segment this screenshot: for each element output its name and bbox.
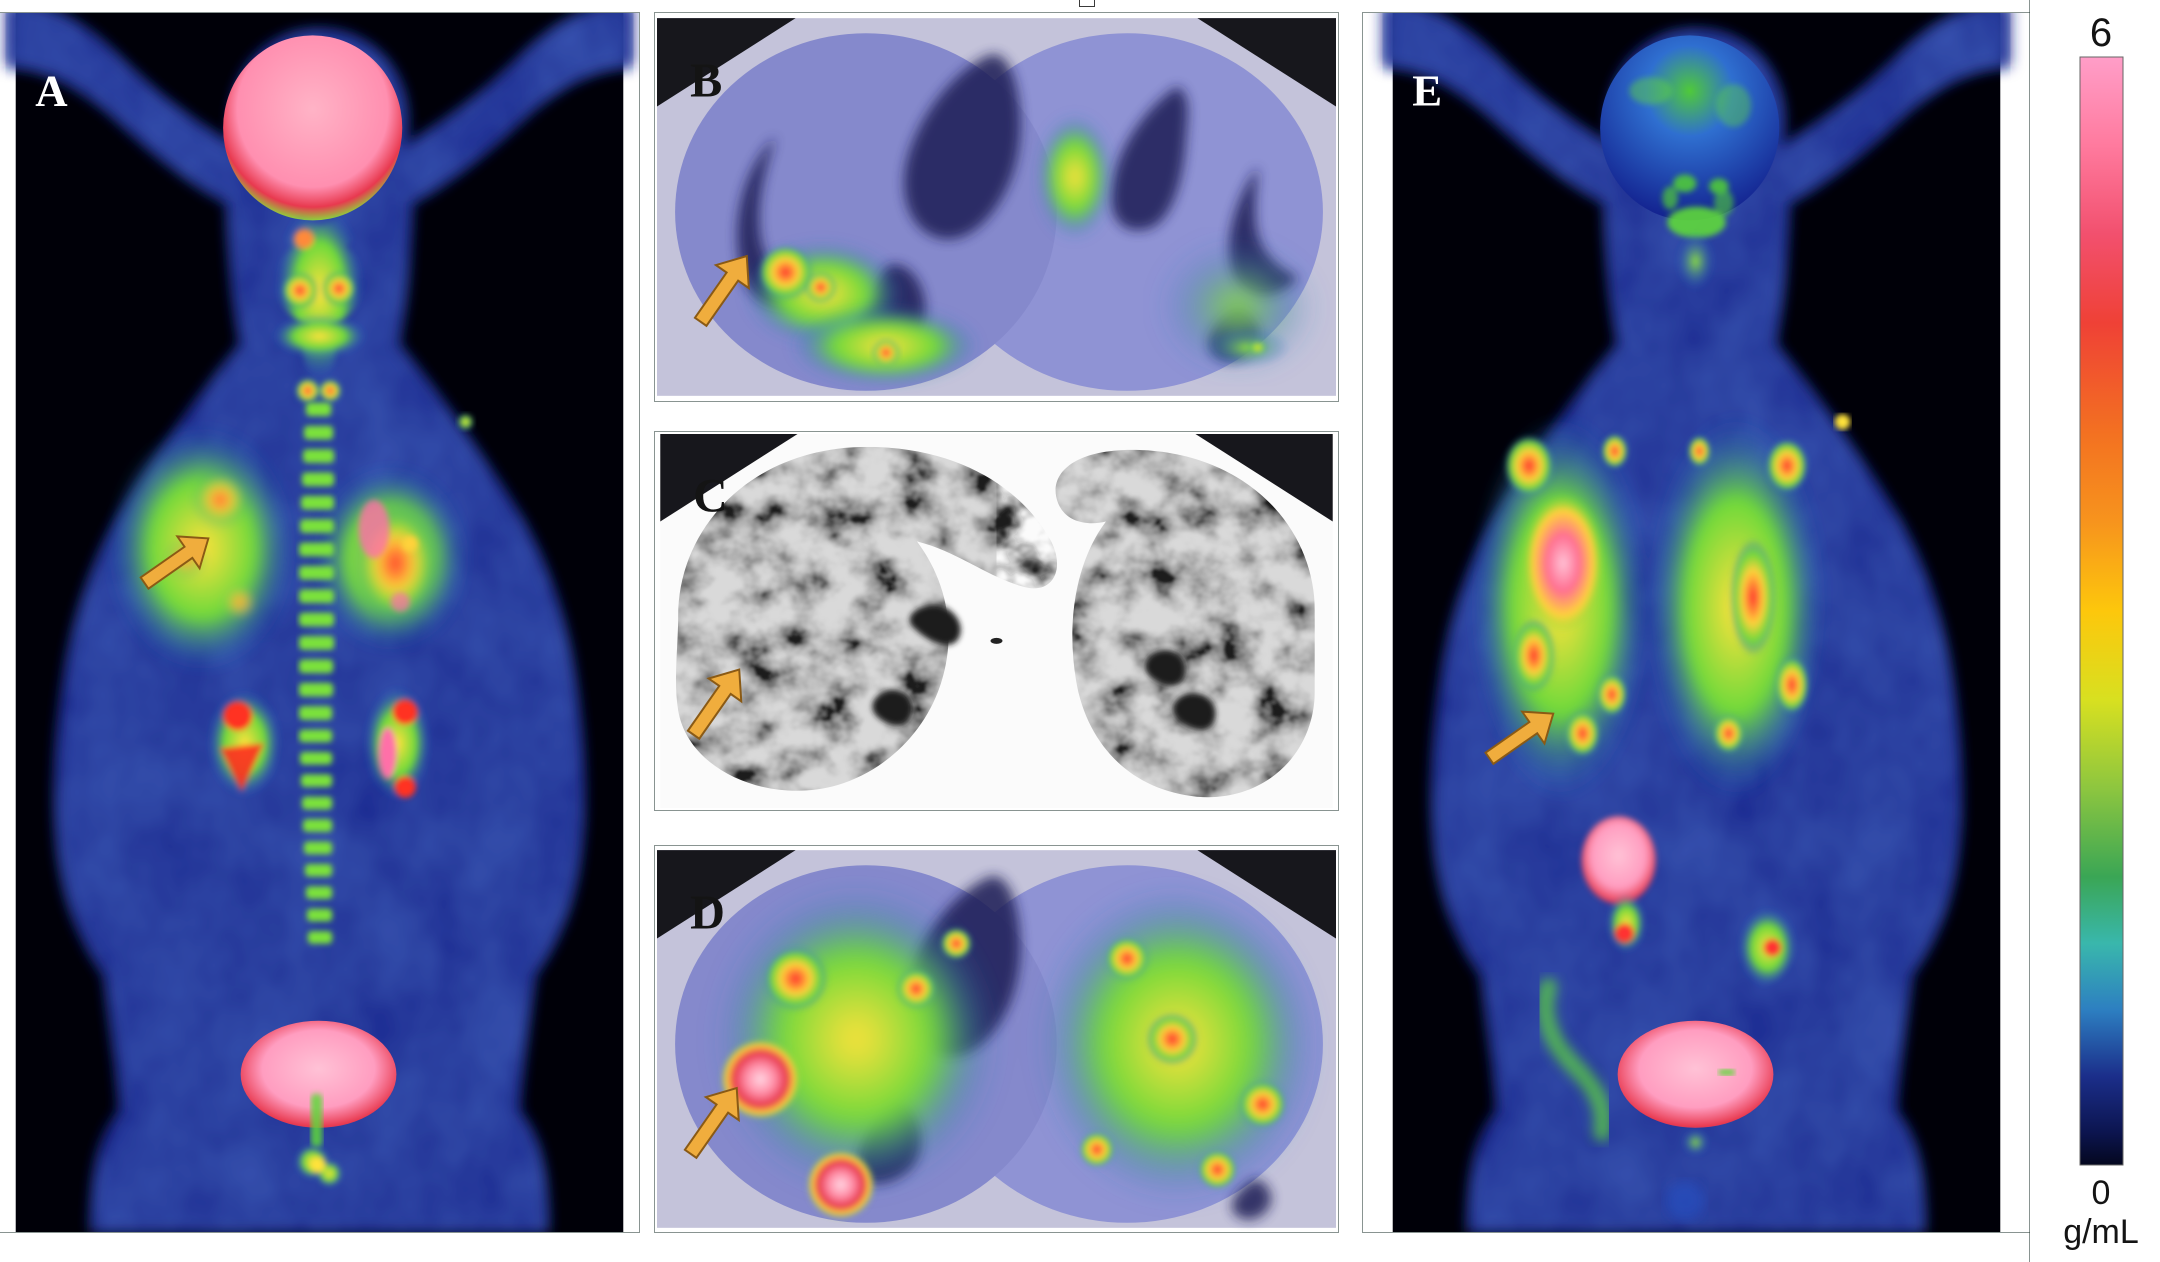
svg-text:D: D bbox=[690, 887, 725, 940]
svg-text:6: 6 bbox=[2090, 11, 2112, 55]
svg-text:E: E bbox=[1412, 65, 1442, 115]
svg-text:C: C bbox=[693, 470, 727, 523]
svg-text:g/mL: g/mL bbox=[2063, 1213, 2139, 1251]
svg-text:B: B bbox=[690, 55, 722, 108]
svg-text:A: A bbox=[35, 65, 67, 115]
svg-text:0: 0 bbox=[2092, 1174, 2111, 1212]
